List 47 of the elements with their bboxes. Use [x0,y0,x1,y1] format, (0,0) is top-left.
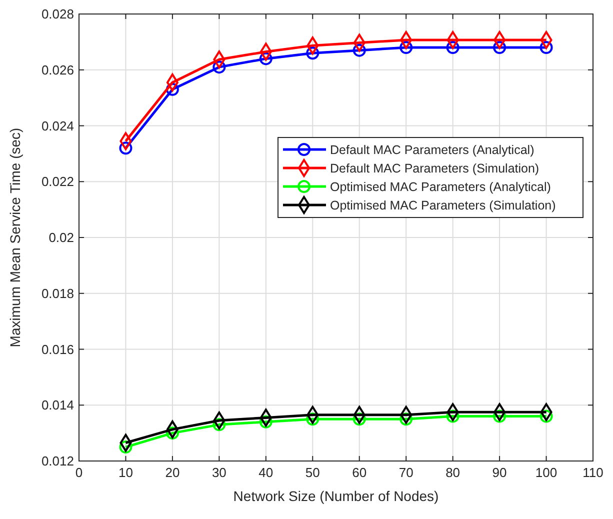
x-tick-label: 60 [352,465,367,480]
y-tick-label: 0.02 [48,230,74,245]
point [493,410,506,423]
point [493,41,506,54]
y-tick-label: 0.014 [41,398,74,413]
point [540,41,553,54]
y-tick-label: 0.028 [41,6,74,22]
x-tick-label: 20 [165,465,180,480]
y-tick-label: 0.016 [41,342,74,357]
x-tick-label: 80 [446,465,460,480]
point [119,142,132,155]
x-tick-label: 40 [258,465,274,480]
x-tick-label: 50 [305,465,320,480]
point [166,426,179,440]
y-tick-label: 0.024 [41,118,74,134]
point [352,44,366,57]
y-tick-label: 0.018 [41,286,74,301]
x-axis-title: Network Size (Number of Nodes) [233,488,439,504]
y-tick-label: 0.012 [41,454,74,468]
point [212,418,226,432]
point [259,52,272,66]
x-tick-label: 0 [75,465,83,480]
x-tick-label: 30 [212,465,226,480]
x-tick-label: 110 [582,465,604,480]
legend-label: Default MAC Parameters (Simulation) [330,162,540,176]
point [212,60,226,74]
point [166,82,179,96]
x-tick-label: 70 [398,465,414,480]
point [259,415,272,428]
point [352,412,366,426]
point [119,440,132,454]
point [400,412,413,426]
legend-label: Optimised MAC Parameters (Analytical) [330,180,551,194]
legend-label: Default MAC Parameters (Analytical) [330,143,534,157]
x-tick-label: 90 [492,465,507,480]
legend-label: Optimised MAC Parameters (Simulation) [330,198,556,212]
y-tick-label: 0.026 [41,62,74,78]
point [306,412,320,426]
point [446,410,460,423]
x-tick-label: 10 [118,465,133,480]
point [400,41,413,54]
point [446,41,460,54]
y-axis-title: Maximum Mean Service Time (sec) [7,128,23,348]
point [540,410,553,423]
x-tick-label: 100 [535,465,558,480]
point [306,46,320,60]
y-tick-label: 0.022 [41,174,74,190]
